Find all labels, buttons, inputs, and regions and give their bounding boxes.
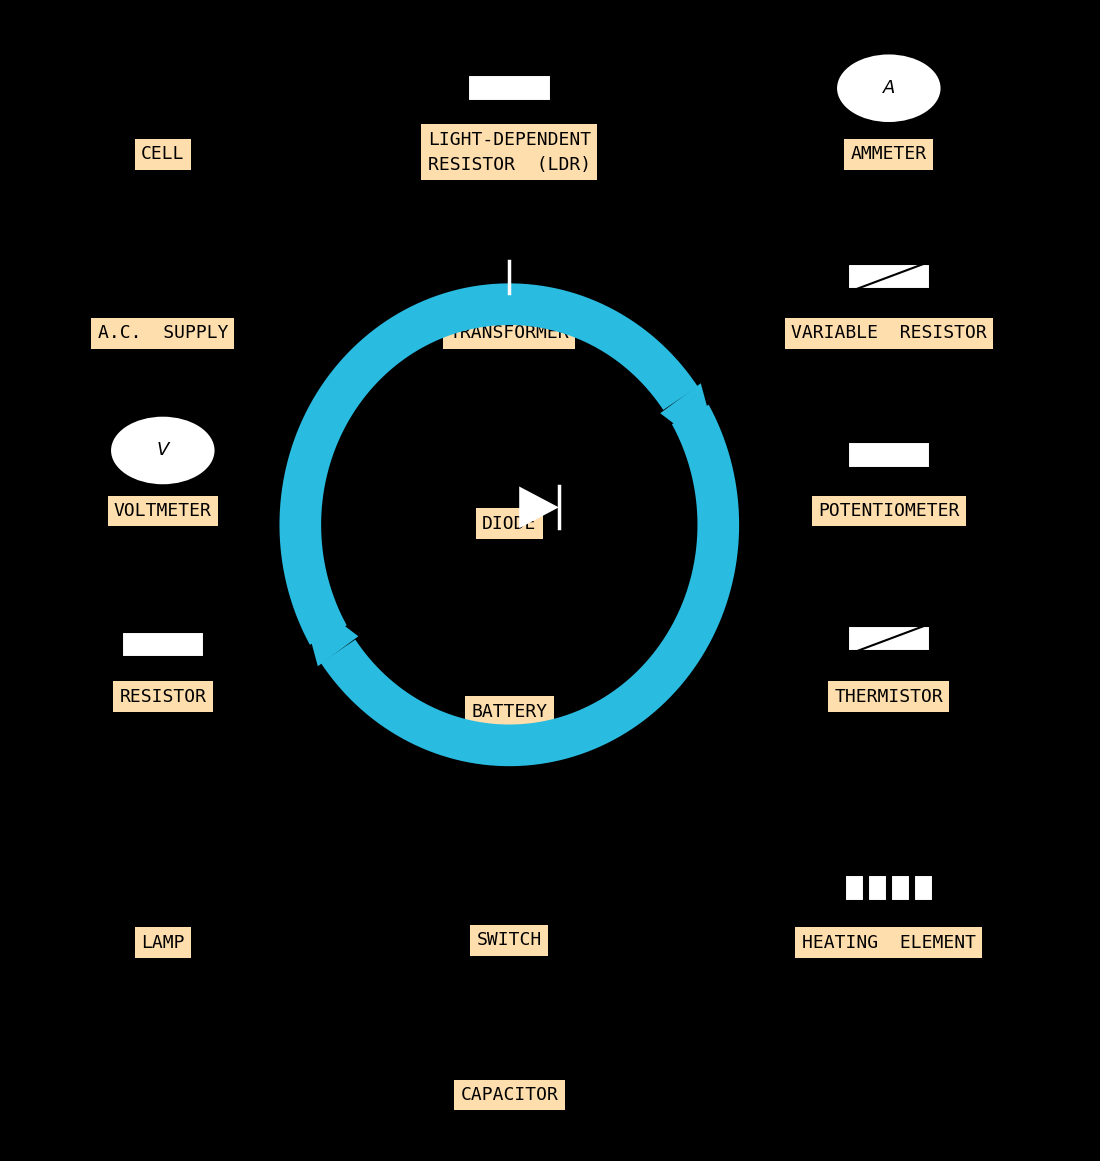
Bar <box>469 75 551 101</box>
Bar <box>845 875 864 901</box>
Text: RESISTOR: RESISTOR <box>119 687 207 706</box>
Text: A.C.  SUPPLY: A.C. SUPPLY <box>98 324 228 342</box>
Ellipse shape <box>836 53 942 123</box>
Bar <box>914 875 933 901</box>
Text: AMMETER: AMMETER <box>850 145 927 164</box>
Bar <box>848 442 931 468</box>
Text: THERMISTOR: THERMISTOR <box>835 687 943 706</box>
Text: CELL: CELL <box>141 145 185 164</box>
Text: V: V <box>156 441 169 460</box>
Text: SWITCH: SWITCH <box>476 931 542 950</box>
Text: LAMP: LAMP <box>141 933 185 952</box>
Text: A: A <box>882 79 895 98</box>
Polygon shape <box>519 486 559 528</box>
Polygon shape <box>297 590 359 666</box>
Text: BATTERY: BATTERY <box>471 702 548 721</box>
Text: VOLTMETER: VOLTMETER <box>114 502 211 520</box>
Text: POTENTIOMETER: POTENTIOMETER <box>818 502 959 520</box>
Bar <box>868 875 887 901</box>
Text: CAPACITOR: CAPACITOR <box>461 1086 558 1104</box>
Bar <box>121 632 205 657</box>
Text: VARIABLE  RESISTOR: VARIABLE RESISTOR <box>791 324 987 342</box>
Polygon shape <box>660 383 722 460</box>
Text: TRANSFORMER: TRANSFORMER <box>450 324 569 342</box>
Text: LIGHT-DEPENDENT
RESISTOR  (LDR): LIGHT-DEPENDENT RESISTOR (LDR) <box>428 130 591 174</box>
Text: HEATING  ELEMENT: HEATING ELEMENT <box>802 933 976 952</box>
Bar <box>848 626 931 651</box>
Bar <box>848 264 931 289</box>
Ellipse shape <box>110 416 216 485</box>
Text: DIODE: DIODE <box>482 514 537 533</box>
Bar <box>891 875 910 901</box>
